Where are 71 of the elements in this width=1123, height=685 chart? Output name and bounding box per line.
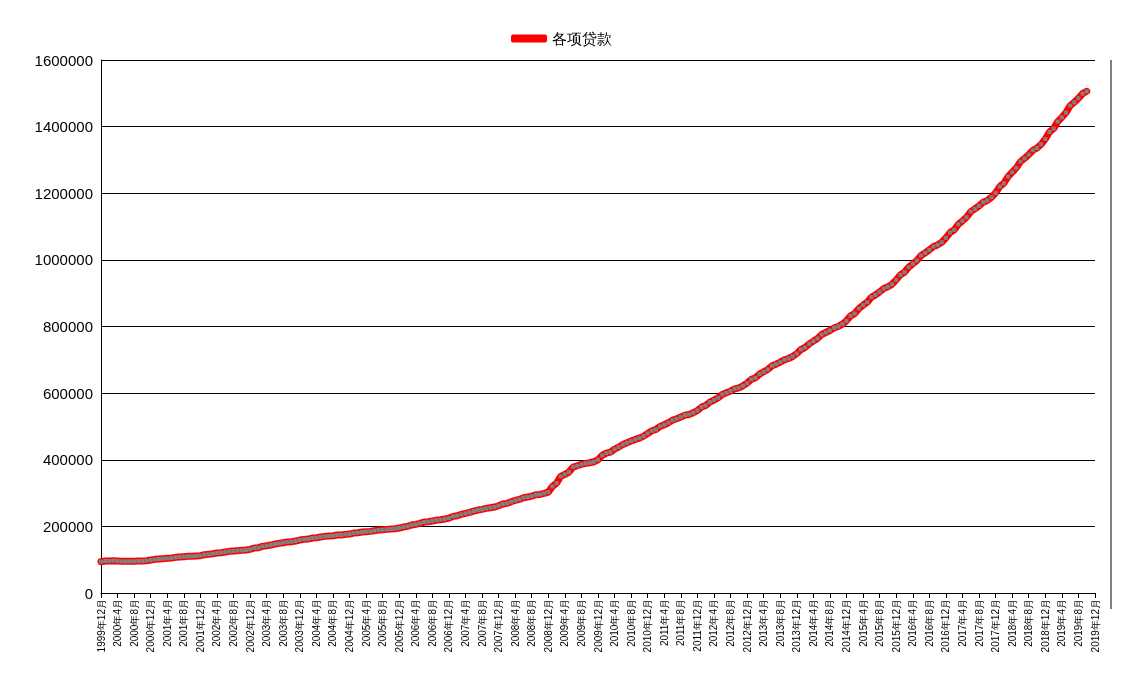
x-tick-label: 2012年12月: [741, 599, 753, 653]
x-tick-label: 2010年12月: [642, 599, 654, 653]
x-tick-label: 2007年8月: [476, 599, 488, 647]
x-tick-label: 2004年8月: [327, 599, 339, 647]
x-tick-label: 2004年4月: [310, 599, 322, 647]
x-tick-label: 2005年12月: [393, 599, 405, 653]
x-tick-label: 2003年12月: [294, 599, 306, 653]
x-tick-label: 2000年8月: [128, 599, 140, 647]
x-tick-label: 2005年8月: [377, 599, 389, 647]
y-tick-label: 400000: [42, 451, 93, 469]
y-tick-label: 200000: [42, 517, 93, 535]
x-tick-label: 2007年12月: [493, 599, 505, 653]
x-tick-label: 2008年8月: [526, 599, 538, 647]
x-tick-label: 2016年4月: [907, 599, 919, 647]
x-tick-label: 2012年8月: [725, 599, 737, 647]
x-tick-label: 2013年8月: [774, 599, 786, 647]
x-tick-label: 2002年12月: [244, 599, 256, 653]
x-tick-label: 2017年8月: [973, 599, 985, 647]
x-tick-label: 2001年8月: [178, 599, 190, 647]
x-tick-label: 2001年12月: [194, 599, 206, 653]
x-tick-label: 2009年4月: [559, 599, 571, 647]
x-tick-label: 2011年4月: [658, 599, 670, 647]
x-tick-label: 2007年4月: [459, 599, 471, 647]
x-tick-label: 2000年4月: [112, 599, 124, 647]
x-tick-label: 2015年4月: [857, 599, 869, 647]
x-tick-label: 2010年4月: [609, 599, 621, 647]
x-tick-label: 2018年12月: [1039, 599, 1051, 653]
x-tick-label: 2017年12月: [990, 599, 1002, 653]
x-tick-label: 2013年4月: [758, 599, 770, 647]
y-tick-label: 1600000: [34, 51, 93, 69]
y-tick-label: 600000: [42, 384, 93, 402]
x-tick-label: 2008年4月: [509, 599, 521, 647]
x-tick-label: 2000年12月: [145, 599, 157, 653]
x-tick-label: 2006年4月: [410, 599, 422, 647]
x-tick-label: 2003年4月: [261, 599, 273, 647]
x-tick-label: 2011年8月: [675, 599, 687, 647]
x-tick-label: 2016年8月: [923, 599, 935, 647]
x-tick-label: 2017年4月: [956, 599, 968, 647]
x-tick-label: 2018年8月: [1023, 599, 1035, 647]
x-tick-label: 2006年8月: [426, 599, 438, 647]
y-tick-label: 0: [84, 584, 93, 602]
x-tick-label: 2016年12月: [940, 599, 952, 653]
x-tick-label: 2010年8月: [625, 599, 637, 647]
x-tick-label: 2015年8月: [874, 599, 886, 647]
x-tick-label: 2005年4月: [360, 599, 372, 647]
x-tick-label: 2019年4月: [1056, 599, 1068, 647]
x-tick-label: 2008年12月: [542, 599, 554, 653]
x-tick-label: 2019年12月: [1089, 599, 1101, 653]
x-tick-label: 2002年4月: [211, 599, 223, 647]
legend-label: 各项贷款: [552, 29, 612, 48]
x-tick-label: 2004年12月: [344, 599, 355, 653]
x-tick-label: 2003年8月: [277, 599, 289, 647]
x-tick-label: 2018年4月: [1006, 599, 1018, 647]
x-tick-label: 2019年8月: [1072, 599, 1084, 647]
x-tick-label: 2014年12月: [841, 599, 852, 653]
x-tick-label: 2012年4月: [708, 599, 720, 647]
x-tick-label: 2014年8月: [824, 599, 836, 647]
y-tick-label: 1200000: [34, 184, 93, 202]
x-tick-label: 2009年12月: [592, 599, 604, 653]
x-tick-label: 1999年12月: [95, 599, 107, 653]
y-tick-label: 800000: [42, 318, 93, 335]
y-tick-label: 1400000: [34, 118, 93, 136]
x-tick-label: 2001年4月: [161, 599, 173, 647]
x-tick-label: 2011年12月: [691, 599, 703, 652]
x-tick-label: 2006年12月: [443, 599, 455, 653]
x-tick-label: 2013年12月: [791, 599, 803, 653]
x-tick-label: 2009年8月: [575, 599, 587, 647]
y-tick-label: 1000000: [34, 251, 93, 269]
x-tick-label: 2015年12月: [890, 599, 902, 653]
x-tick-label: 2014年4月: [807, 599, 819, 647]
x-tick-label: 2002年8月: [228, 599, 240, 647]
